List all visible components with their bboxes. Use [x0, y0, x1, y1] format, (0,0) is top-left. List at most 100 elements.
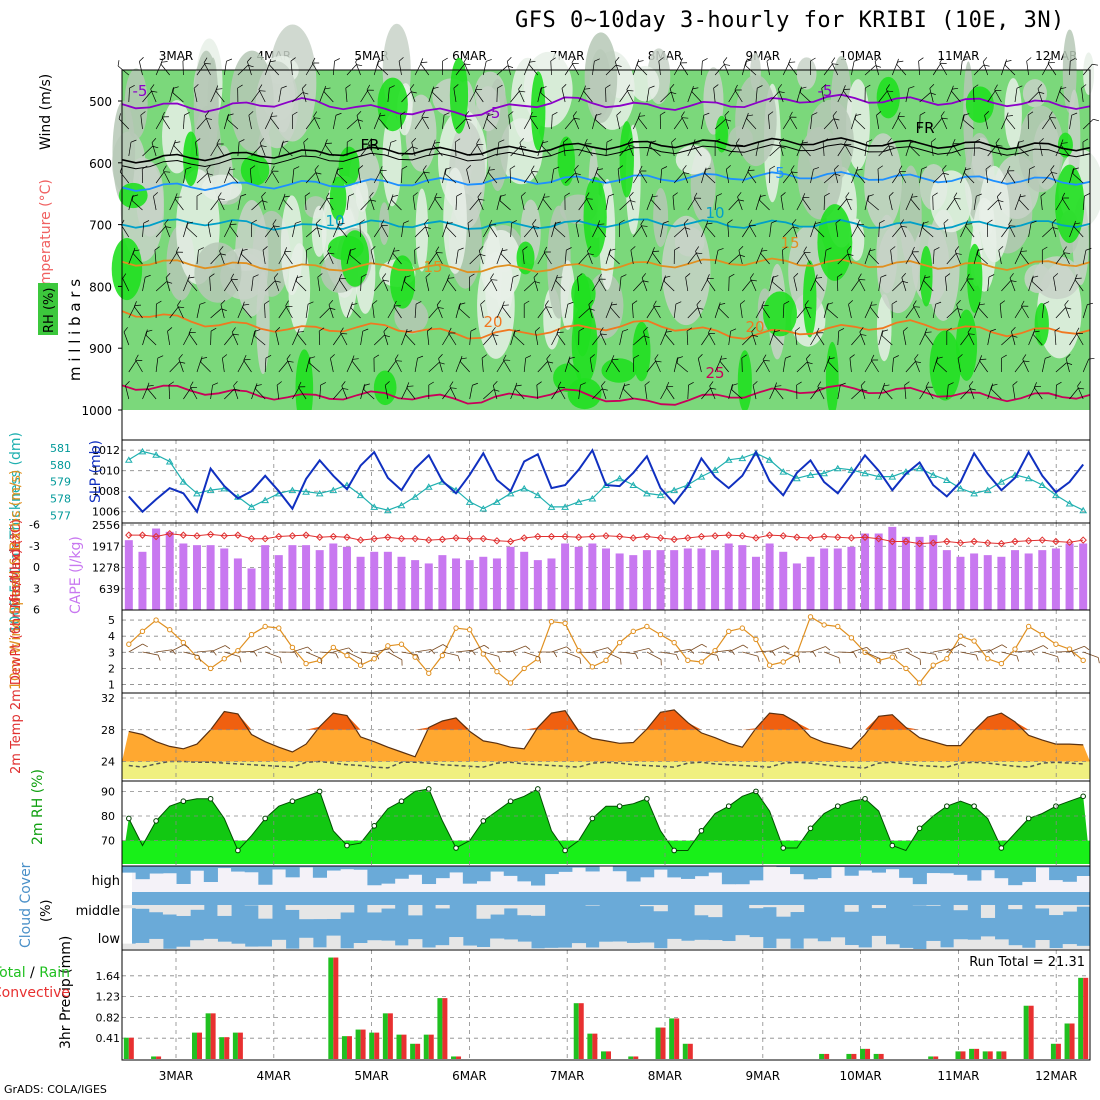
wind-barb — [219, 246, 225, 265]
wind-barb — [524, 651, 541, 663]
wind-barb-flag — [212, 382, 219, 386]
lifted-index-point — [834, 533, 842, 541]
wind-barb-flag — [412, 192, 418, 197]
wind-barb-staff — [469, 89, 477, 103]
wind-barb — [605, 193, 615, 211]
precip-total-bar — [860, 1048, 866, 1059]
wind-barb — [999, 300, 1006, 319]
wind-barb-flag — [453, 84, 459, 89]
precip-total-bar — [423, 1034, 429, 1059]
wind-barb-staff — [448, 332, 457, 346]
wind-barb-flag — [450, 387, 457, 389]
wind-barb — [247, 57, 252, 76]
wind-barb-staff — [617, 169, 620, 184]
wind-barb-flag — [460, 357, 467, 360]
wind-barb-staff — [264, 225, 275, 238]
wind-barb — [741, 354, 747, 373]
wind-barb-flag — [654, 354, 659, 360]
wind-barb — [826, 303, 839, 319]
cloud-high-cell — [940, 866, 955, 874]
wind-barb-staff — [183, 223, 188, 238]
wind-barb-flag — [1075, 327, 1080, 334]
rh-patch-moist — [763, 291, 798, 337]
wind-barb-flag — [514, 329, 521, 332]
wind-barb — [319, 307, 336, 319]
wind-barb — [810, 57, 816, 75]
wind-barb-flag — [383, 327, 388, 332]
wind-barb-flag — [477, 144, 484, 146]
wind-barb-staff — [860, 385, 866, 400]
wind-barb — [183, 651, 202, 662]
cloud-high-cell — [653, 866, 668, 870]
wind-barb — [724, 111, 730, 130]
wind-barb-staff — [123, 331, 130, 346]
precip-total-bar — [151, 1056, 157, 1059]
wind-barb-flag — [328, 252, 335, 255]
wind-barb — [496, 139, 505, 157]
wind-barb — [514, 382, 525, 400]
wind-barb — [946, 643, 966, 653]
wind-barb — [769, 91, 785, 103]
cloud-low-cell — [653, 948, 668, 949]
wind-barb-flag — [282, 193, 286, 200]
wind-barb — [823, 651, 841, 664]
wind-barb-flag — [716, 655, 720, 661]
wind-barb-flag — [661, 166, 668, 170]
wind-barb-flag — [275, 327, 281, 332]
wind-barb-flag — [726, 165, 731, 170]
wind-barb-flag — [973, 84, 979, 89]
lifted-index-point — [602, 532, 610, 540]
wind-barb — [998, 246, 1004, 265]
wind-barb — [474, 85, 484, 103]
wind-barb-flag — [691, 86, 694, 92]
wind-barb-staff — [393, 306, 402, 319]
wind-barb-staff — [1055, 362, 1067, 373]
wind-barb-staff — [537, 197, 545, 211]
wind-barb — [276, 381, 282, 400]
wind-barb-staff — [370, 250, 375, 265]
wind-barb — [932, 117, 948, 130]
wind-barb-flag — [326, 142, 332, 144]
wind-barb-staff — [350, 307, 361, 319]
wind-speed-point — [780, 659, 786, 665]
thickness-point — [956, 484, 965, 492]
wind-barb-flag — [546, 306, 553, 308]
precip-convective-bar — [401, 1034, 407, 1059]
wind-barb — [332, 278, 346, 292]
wind-barb — [901, 273, 907, 292]
wind-barb — [714, 138, 721, 156]
wind-barb-staff — [823, 651, 840, 659]
wind-barb — [979, 355, 988, 373]
wind-barb-staff — [864, 359, 873, 373]
rh-patch-moist — [876, 76, 900, 119]
wind-barb — [583, 85, 593, 103]
contour-label: 20 — [745, 318, 764, 336]
wind-barb — [196, 247, 204, 265]
cloud-low-cell — [367, 940, 382, 949]
wind-barb-flag — [865, 84, 871, 89]
wind-barb-flag — [307, 646, 313, 652]
wind-barb-staff — [323, 91, 334, 103]
wind-barb-flag — [956, 300, 961, 305]
wind-barb — [954, 246, 961, 265]
wind-barb-flag — [206, 118, 212, 120]
precip-total-bar — [396, 1034, 402, 1059]
wind-barb — [305, 301, 314, 319]
wind-barb-staff — [520, 196, 525, 211]
wind-barb — [428, 381, 434, 399]
wind-barb — [272, 219, 280, 238]
wind-barb — [727, 219, 733, 238]
wind-barb-staff — [482, 115, 488, 130]
wind-barb-staff — [258, 89, 266, 103]
wind-barb — [169, 644, 190, 653]
wind-barb-flag — [117, 60, 120, 67]
wind-barb — [738, 246, 744, 265]
wind-barb-flag — [215, 85, 219, 92]
wind-barb-flag — [720, 358, 727, 360]
wind-barb-staff — [414, 171, 425, 184]
precip-total-bar — [219, 1037, 225, 1059]
wind-barb-flag — [156, 300, 162, 305]
wind-barb-flag — [612, 358, 619, 360]
wind-barb-staff — [796, 252, 806, 265]
wind-barb-staff — [304, 196, 307, 211]
